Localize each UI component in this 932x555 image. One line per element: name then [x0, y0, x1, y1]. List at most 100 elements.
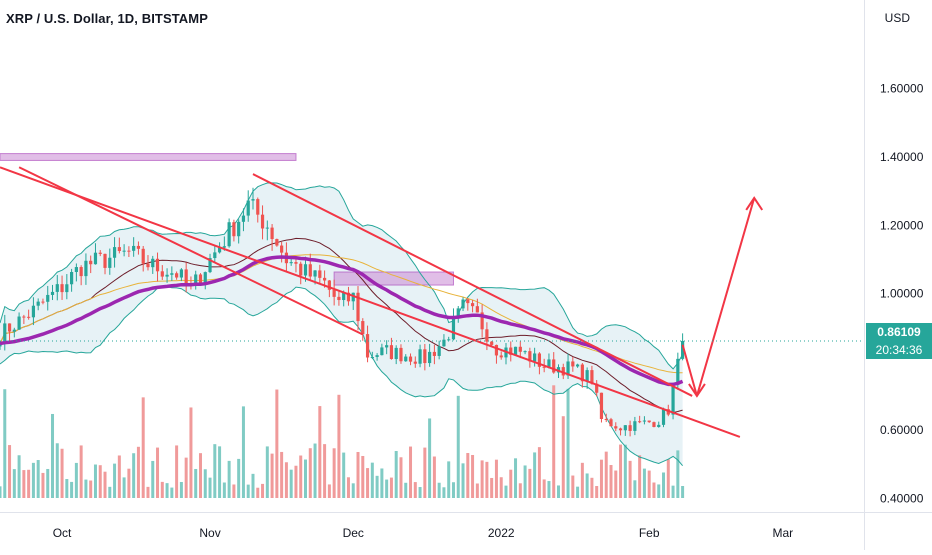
volume-bar — [165, 483, 169, 498]
bollinger-lower-line — [0, 285, 683, 467]
candle-body — [337, 296, 341, 301]
candle-body — [528, 351, 532, 362]
candle-body — [671, 384, 675, 415]
candle-body — [127, 250, 131, 252]
volume-bar — [385, 479, 389, 498]
candle-body — [618, 428, 623, 431]
volume-bar — [184, 457, 188, 498]
volume-bar — [127, 468, 131, 498]
volume-bar — [232, 484, 236, 498]
volume-bar — [576, 486, 580, 498]
volume-bar — [318, 406, 322, 498]
trendline-2 — [18, 166, 364, 336]
candle-body — [155, 258, 160, 272]
candle-body — [451, 316, 456, 340]
volume-bar — [490, 477, 494, 498]
candle-body — [537, 353, 542, 367]
candle-body — [184, 269, 188, 284]
volume-bar — [170, 487, 174, 498]
candle-body — [681, 340, 685, 359]
volume-bar — [332, 448, 336, 498]
candle-body — [361, 321, 365, 335]
volume-bar — [494, 459, 498, 498]
volume-bar — [22, 470, 26, 498]
y-tick-label: 1.00000 — [880, 287, 924, 301]
volume-bar — [533, 452, 537, 498]
x-tick-label: Oct — [53, 526, 72, 540]
candle-body — [175, 273, 179, 278]
x-tick-label: Feb — [639, 526, 660, 540]
candle-body — [12, 329, 16, 332]
volume-bar — [561, 416, 565, 498]
candle-body — [227, 222, 231, 247]
candle-body — [74, 267, 78, 273]
volume-bar — [132, 453, 136, 498]
volume-bar — [74, 462, 78, 498]
volume-bar — [380, 468, 384, 498]
volume-bar — [246, 484, 250, 498]
volume-bar — [480, 460, 484, 498]
candle-body — [55, 284, 59, 292]
volume-bar — [566, 388, 570, 498]
volume-bar — [409, 446, 413, 498]
candle-body — [461, 299, 465, 309]
volume-bar — [323, 444, 327, 498]
volume-bar — [46, 468, 50, 498]
volume-bar — [218, 446, 222, 498]
volume-bar — [12, 469, 16, 498]
volume-bar — [108, 486, 112, 498]
volume-bar — [93, 464, 97, 498]
candle-body — [604, 418, 608, 420]
ma-mid-line — [0, 237, 683, 414]
volume-bar — [299, 455, 303, 498]
y-tick-label: 1.60000 — [880, 82, 924, 96]
volume-bar — [189, 407, 193, 498]
candle-body — [513, 346, 518, 355]
volume-bar — [27, 469, 31, 498]
candle-body — [418, 349, 422, 364]
candle-body — [533, 353, 537, 362]
candle-body — [437, 346, 441, 356]
resistance-zone-1 — [0, 153, 297, 161]
volume-bar — [590, 477, 594, 498]
candle-body — [93, 252, 98, 265]
volume-bar — [342, 452, 346, 498]
volume-bar — [256, 487, 260, 498]
volume-bar — [432, 456, 436, 498]
volume-bar — [122, 477, 126, 498]
candle-body — [408, 356, 413, 362]
volume-bar — [304, 459, 308, 498]
candle-body — [342, 292, 346, 301]
ema-long-line — [0, 255, 684, 387]
candle-body — [456, 308, 460, 317]
candle-body — [275, 239, 279, 246]
candle-body — [642, 420, 647, 422]
volume-bar — [175, 445, 179, 498]
volume-bar — [514, 458, 518, 498]
volume-bar — [437, 482, 441, 498]
volume-bar — [504, 485, 508, 498]
candle-body — [108, 257, 112, 268]
candle-body — [552, 359, 556, 373]
candle-body — [313, 270, 317, 277]
volume-bar — [676, 450, 680, 498]
candle-body — [470, 303, 475, 307]
candle-body — [270, 227, 274, 240]
y-tick-label: 1.20000 — [880, 218, 924, 232]
axis-currency-label[interactable]: USD — [884, 11, 910, 25]
volume-bar — [370, 462, 374, 498]
ma-slow-line — [0, 254, 683, 374]
candle-body — [208, 258, 212, 273]
candle-body — [46, 294, 50, 302]
volume-bar — [657, 484, 661, 498]
candle-body — [442, 339, 446, 347]
candle-body — [628, 425, 632, 431]
candle-body — [294, 262, 298, 264]
candle-body — [232, 222, 236, 237]
candle-body — [599, 392, 604, 419]
volume-bar — [313, 443, 317, 498]
volume-bar — [499, 477, 503, 498]
volume-bar — [227, 460, 231, 498]
